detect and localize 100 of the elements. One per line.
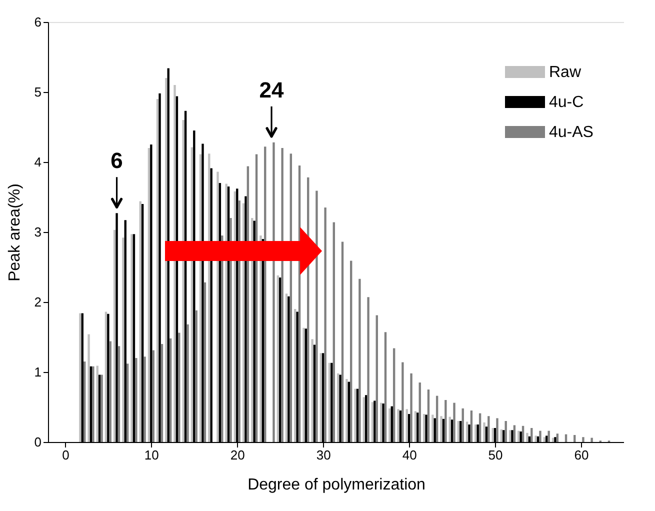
bar <box>582 437 584 442</box>
bar <box>574 435 576 442</box>
bar <box>328 362 331 442</box>
y-tick-label: 5 <box>34 84 42 100</box>
bar <box>130 234 133 442</box>
y-tick-label: 3 <box>34 224 42 240</box>
bar <box>320 353 322 442</box>
bar <box>225 184 228 442</box>
bar <box>83 362 86 442</box>
legend-label: 4u-C <box>549 94 584 111</box>
bar <box>522 426 524 442</box>
x-tick-label: 40 <box>402 448 417 462</box>
bar <box>118 346 120 442</box>
bar <box>508 430 512 442</box>
bar <box>362 397 365 442</box>
bar <box>448 416 451 442</box>
bar <box>427 390 430 442</box>
x-tick-label: 20 <box>230 448 245 462</box>
bar <box>294 309 296 442</box>
bar <box>346 379 348 442</box>
bar <box>126 364 129 442</box>
bar <box>418 382 421 442</box>
bar <box>543 437 546 442</box>
x-tick-label: 50 <box>488 448 503 462</box>
bar <box>152 350 154 442</box>
bar <box>122 238 124 442</box>
bar <box>478 413 482 442</box>
bar <box>332 222 335 442</box>
bar <box>174 85 176 442</box>
bar <box>414 411 417 442</box>
x-tick-label: 0 <box>62 448 70 462</box>
bar <box>376 315 378 442</box>
bar <box>88 334 90 442</box>
y-axis-title: Peak area(%) <box>6 184 24 282</box>
bar <box>285 294 288 442</box>
bar <box>341 242 344 442</box>
bar <box>397 409 400 442</box>
bar <box>195 310 198 442</box>
bar <box>204 282 206 442</box>
bar <box>216 172 219 442</box>
bar <box>422 414 426 442</box>
annotation: 6 <box>110 148 123 174</box>
legend-label: Raw <box>549 64 582 81</box>
bar <box>350 260 352 442</box>
bar <box>169 338 172 442</box>
bar <box>178 332 180 442</box>
bar <box>492 428 494 442</box>
bar <box>354 388 356 442</box>
legend-label: 4u-AS <box>549 124 594 141</box>
bar <box>466 422 468 442</box>
bar <box>230 218 232 442</box>
bar <box>148 148 150 442</box>
bar <box>530 428 533 442</box>
bar <box>496 418 498 442</box>
bar <box>311 339 314 442</box>
bar <box>526 432 528 442</box>
bar <box>483 422 486 442</box>
bar <box>96 366 98 442</box>
x-tick-label: 60 <box>574 448 589 462</box>
bar <box>371 402 374 442</box>
bar <box>410 373 412 442</box>
bar <box>276 275 280 442</box>
bar <box>281 148 284 442</box>
bar <box>156 99 159 442</box>
bar <box>160 344 164 442</box>
y-tick-label: 2 <box>34 294 42 310</box>
bar <box>513 425 516 442</box>
bar <box>186 324 189 442</box>
bar <box>104 312 108 442</box>
bar <box>260 236 262 442</box>
bar <box>316 190 318 442</box>
bar <box>380 402 382 442</box>
bar <box>500 429 503 442</box>
bar <box>113 230 116 442</box>
bar <box>457 421 460 442</box>
bar <box>272 142 275 442</box>
bar <box>135 358 138 442</box>
bar <box>358 278 361 442</box>
y-tick-label: 6 <box>34 14 42 30</box>
bar <box>444 400 447 442</box>
bar <box>324 208 326 442</box>
bar <box>92 366 94 442</box>
bar <box>488 416 490 442</box>
bar <box>144 356 146 442</box>
bar <box>109 341 112 442</box>
bar <box>406 409 408 442</box>
bar <box>590 438 593 442</box>
x-tick-label: 30 <box>316 448 331 462</box>
bar <box>462 408 464 442</box>
y-tick-label: 4 <box>34 154 42 170</box>
bar <box>436 396 438 442</box>
bar <box>432 414 434 442</box>
bar <box>534 436 537 442</box>
bar <box>539 430 542 442</box>
bar <box>504 421 507 442</box>
bar <box>392 348 396 442</box>
x-tick-label: 10 <box>144 448 159 462</box>
y-tick-label: 1 <box>34 364 42 380</box>
annotation: 24 <box>259 77 285 102</box>
bar <box>470 410 473 442</box>
